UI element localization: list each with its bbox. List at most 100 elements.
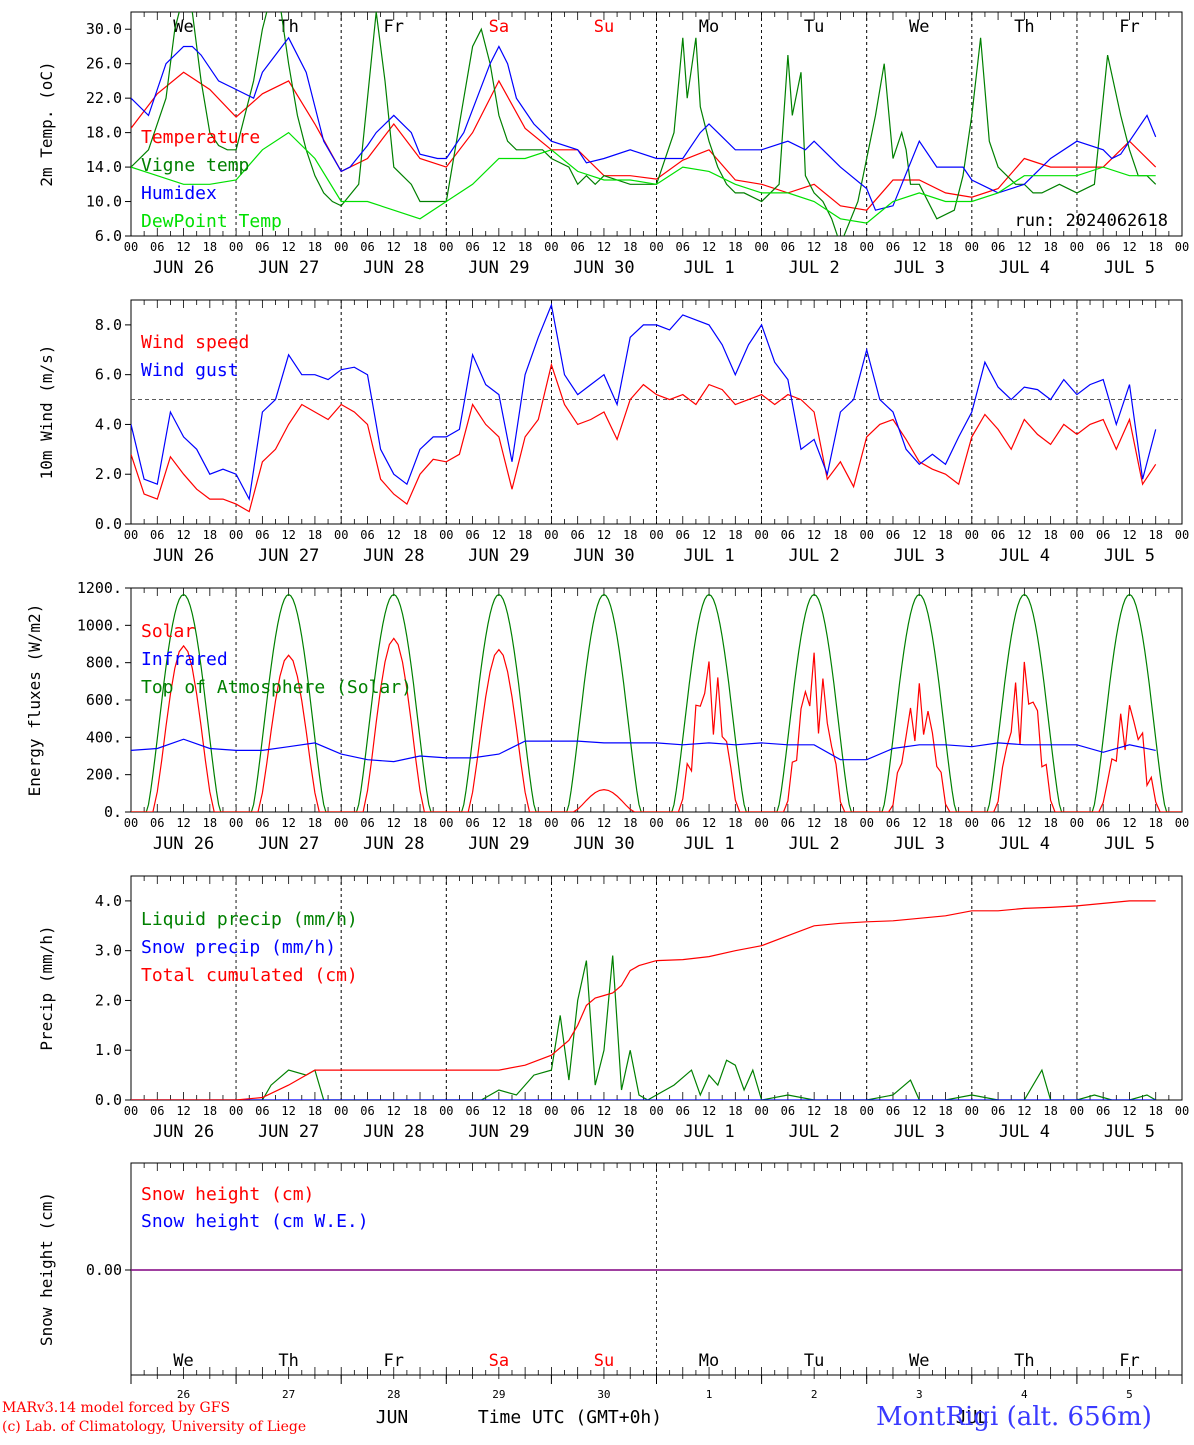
infrared-line	[131, 738, 1156, 763]
hour-tick-label: 00	[859, 1104, 873, 1118]
hour-tick-label: 18	[1043, 528, 1057, 542]
date-label: JUN 27	[258, 258, 319, 278]
y-tick-label: 26.0	[86, 55, 122, 73]
hour-tick-label: 06	[676, 816, 690, 830]
hour-tick-label: 12	[912, 816, 926, 830]
y-tick-label: 600.	[86, 691, 122, 709]
hour-tick-label: 00	[754, 528, 768, 542]
hour-tick-label: 18	[623, 528, 637, 542]
hour-tick-label: 00	[649, 528, 663, 542]
y-tick-label: 6.0	[95, 366, 122, 384]
y-axis-label: Energy fluxes (W/m2)	[25, 604, 44, 797]
hour-tick-label: 18	[938, 1104, 952, 1118]
hour-tick-label: 06	[465, 528, 479, 542]
date-label: JUN 28	[363, 258, 424, 278]
day-number-label: 4	[1021, 1388, 1028, 1401]
hour-tick-label: 06	[676, 528, 690, 542]
hour-tick-label: 12	[1017, 816, 1031, 830]
hour-tick-label: 18	[623, 1104, 637, 1118]
hour-tick-label: 06	[360, 528, 374, 542]
date-label: JUN 26	[153, 258, 214, 278]
hour-tick-label: 06	[1096, 240, 1110, 254]
panel-0-frame	[130, 11, 1183, 237]
weekday-label: Mo	[699, 17, 719, 37]
date-label: JUL 2	[789, 546, 840, 566]
y-tick-label: 0.00	[86, 1261, 122, 1279]
hour-tick-label: 06	[360, 816, 374, 830]
date-label: JUL 2	[789, 258, 840, 278]
date-label: JUL 3	[894, 834, 945, 854]
hour-tick-label: 18	[308, 528, 322, 542]
hour-tick-label: 06	[570, 1104, 584, 1118]
hour-tick-label: 12	[807, 1104, 821, 1118]
hour-tick-label: 00	[334, 1104, 348, 1118]
hour-tick-label: 12	[702, 1104, 716, 1118]
month-label-jul: JUL	[956, 1407, 989, 1428]
hour-tick-label: 12	[1122, 816, 1136, 830]
legend-entry: Top of Atmosphere (Solar)	[141, 677, 412, 698]
y-tick-label: 6.0	[95, 227, 122, 245]
hour-tick-label: 00	[859, 240, 873, 254]
hour-tick-label: 18	[833, 528, 847, 542]
hour-tick-label: 00	[544, 528, 558, 542]
weekday-label: Mo	[699, 1351, 719, 1371]
date-label: JUL 2	[789, 1122, 840, 1142]
hour-tick-label: 06	[781, 1104, 795, 1118]
hour-tick-label: 00	[754, 816, 768, 830]
series-3-line	[131, 131, 1156, 224]
hour-tick-label: 00	[334, 528, 348, 542]
hour-tick-label: 06	[360, 1104, 374, 1118]
legend-entry: Liquid precip (mm/h)	[141, 909, 358, 930]
y-tick-label: 10.0	[86, 193, 122, 211]
hour-tick-label: 12	[597, 528, 611, 542]
day-number-label: 3	[916, 1388, 923, 1401]
hour-tick-label: 12	[176, 816, 190, 830]
date-label: JUL 1	[683, 546, 734, 566]
hour-tick-label: 12	[492, 1104, 506, 1118]
hour-tick-label: 18	[1043, 1104, 1057, 1118]
hour-tick-label: 12	[1122, 1104, 1136, 1118]
hour-tick-label: 00	[965, 816, 979, 830]
series-2-line	[131, 36, 1157, 211]
hour-tick-label: 12	[807, 240, 821, 254]
date-label: JUL 5	[1104, 834, 1155, 854]
hour-tick-label: 00	[544, 816, 558, 830]
hour-tick-label: 00	[124, 816, 138, 830]
y-tick-label: 0.0	[95, 1091, 122, 1109]
hour-tick-label: 00	[649, 816, 663, 830]
panel-1-frame	[130, 299, 1183, 525]
y-tick-label: 400.	[86, 728, 122, 746]
date-label: JUN 30	[573, 1122, 634, 1142]
wind-series-0-line	[131, 362, 1157, 513]
hour-tick-label: 18	[1043, 240, 1057, 254]
hour-tick-label: 12	[597, 816, 611, 830]
date-label: JUN 27	[258, 1122, 319, 1142]
hour-tick-label: 18	[728, 240, 742, 254]
legend-entry: Snow precip (mm/h)	[141, 937, 336, 958]
month-label-jun: JUN	[376, 1407, 409, 1428]
day-number-label: 2	[811, 1388, 818, 1401]
hour-tick-label: 06	[465, 240, 479, 254]
day-number-label: 30	[597, 1388, 610, 1401]
hour-tick-label: 12	[597, 240, 611, 254]
hour-tick-label: 12	[281, 1104, 295, 1118]
legend-entry: Vigne temp	[141, 155, 249, 176]
hour-tick-label: 00	[124, 240, 138, 254]
hour-tick-label: 18	[728, 816, 742, 830]
hour-tick-label: 06	[781, 816, 795, 830]
hour-tick-label: 06	[1096, 528, 1110, 542]
station-label: MontRigi (alt. 656m)	[876, 1402, 1152, 1432]
date-label: JUL 5	[1104, 258, 1155, 278]
weekday-label: Tu	[804, 17, 824, 37]
hour-tick-label: 06	[570, 528, 584, 542]
hour-tick-label: 06	[991, 528, 1005, 542]
hour-tick-label: 18	[203, 1104, 217, 1118]
hour-tick-label: 06	[150, 240, 164, 254]
series-0-line	[131, 71, 1157, 211]
hour-tick-label: 06	[150, 816, 164, 830]
hour-tick-label: 00	[965, 1104, 979, 1118]
y-tick-label: 8.0	[95, 316, 122, 334]
y-tick-label: 2.0	[95, 465, 122, 483]
